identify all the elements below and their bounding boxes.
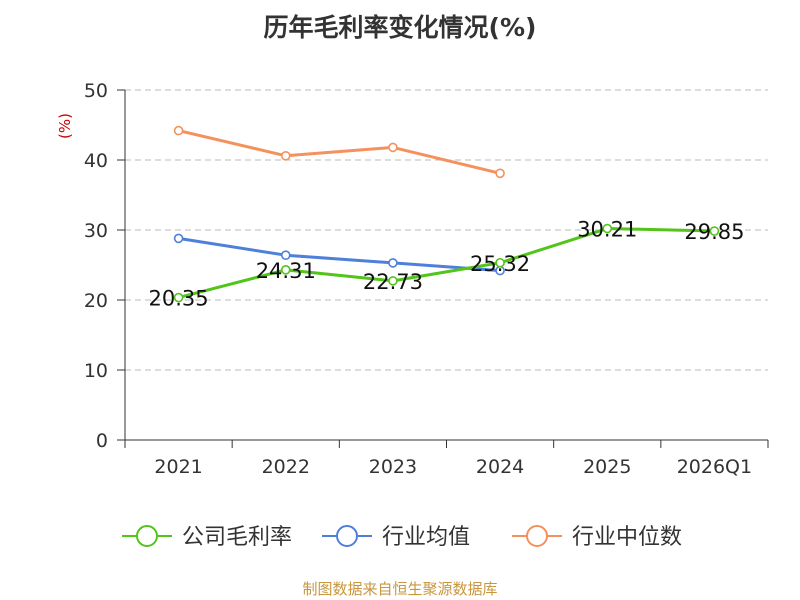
y-tick-label: 30 [84,220,108,242]
series-line [178,129,501,175]
data-point [173,292,184,303]
data-point [388,258,398,268]
series-line [178,227,715,300]
x-tick-label: 2026Q1 [677,456,752,478]
legend-label: 公司毛利率 [182,525,292,550]
data-point [173,233,184,244]
data-point [173,125,184,136]
legend-item[interactable]: 行业均值 [322,525,470,550]
x-tick-label: 2022 [262,456,310,478]
data-point [280,265,291,275]
data-point [495,257,505,268]
data-point [280,250,291,260]
source-note: 制图数据来自恒生聚源数据库 [302,580,498,598]
data-point [602,223,613,234]
y-tick-label: 10 [84,360,108,382]
y-tick-label: 20 [84,290,108,312]
legend-marker [136,525,158,547]
data-label: 30.21 [577,218,637,242]
series-line [178,236,501,273]
x-tick-label: 2023 [369,456,417,478]
x-tick-label: 2021 [154,456,202,478]
data-label: 29.85 [684,220,744,244]
x-tick-label: 2024 [476,456,524,478]
series-group [173,125,720,303]
data-label: 22.73 [363,270,423,294]
legend-label: 行业中位数 [572,525,682,550]
data-labels: 20.35 24.31 22.73 25.32 30.21 29.85 [149,218,745,311]
data-label: 24.31 [256,259,316,283]
axes: 0 10 20 30 40 50 2021 2022 2023 2024 2025 2026Q1 (%) [56,80,769,478]
data-label: 25.32 [470,252,530,276]
x-tick-label: 2025 [583,456,631,478]
legend-label: 行业均值 [382,525,470,550]
legend-item[interactable]: 行业中位数 [512,525,682,550]
data-point [709,226,720,236]
data-point [388,142,398,153]
y-tick-label: 0 [96,430,108,452]
legend-marker [336,525,358,547]
legend-item[interactable]: 公司毛利率 [122,525,292,550]
data-point [495,168,505,179]
data-point [280,151,291,161]
y-tick-label: 50 [84,80,108,102]
data-point [388,276,398,286]
data-label: 20.35 [149,287,209,311]
legend[interactable]: 公司毛利率 行业均值 行业中位数 [122,525,682,550]
y-tick-label: 40 [84,150,108,172]
chart-title: 历年毛利率变化情况(%) [263,13,537,42]
legend-marker [526,525,548,547]
y-axis-label: (%) [56,113,74,139]
